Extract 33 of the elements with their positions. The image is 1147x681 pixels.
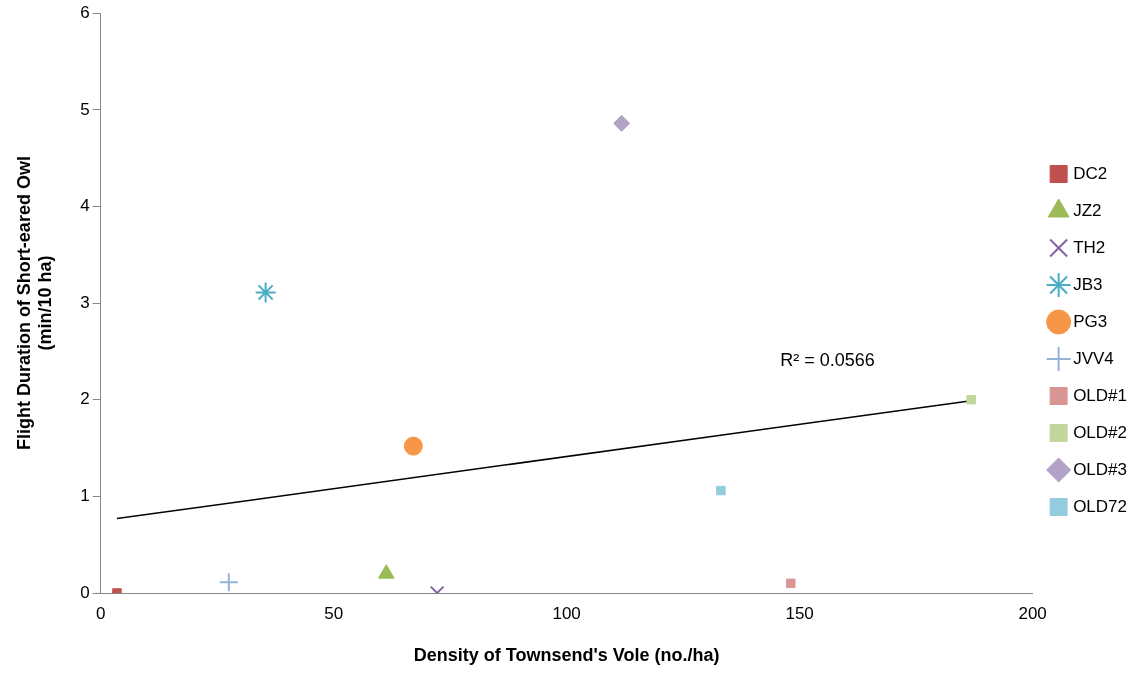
- x-tick-label: 200: [1018, 603, 1047, 623]
- legend-label: TH2: [1073, 237, 1106, 257]
- y-tick-label: 5: [80, 99, 90, 119]
- legend-label: OLD#3: [1073, 459, 1128, 479]
- point: [786, 578, 796, 589]
- y-tick-label: 6: [80, 2, 90, 22]
- x-tick-label: 100: [552, 603, 581, 623]
- legend-label: OLD72: [1073, 496, 1128, 516]
- point: [716, 485, 726, 496]
- point: [613, 114, 631, 132]
- point: [966, 394, 976, 405]
- point: [403, 436, 423, 456]
- x-axis-title: Density of Townsend's Vole (no./ha): [413, 645, 720, 666]
- y-tick-label: 3: [80, 292, 90, 312]
- point: [218, 572, 239, 593]
- point: [254, 281, 277, 304]
- legend-label: JVV4: [1073, 348, 1114, 368]
- legend-label: OLD#1: [1073, 385, 1128, 405]
- legend-label: OLD#2: [1073, 422, 1128, 442]
- x-tick-label: 50: [324, 603, 344, 623]
- legend-label: PG3: [1073, 311, 1108, 331]
- x-tick-label: 150: [785, 603, 814, 623]
- legend-label: DC2: [1073, 163, 1108, 183]
- annotation: R² = 0.0566: [780, 350, 875, 371]
- y-tick-label: 2: [80, 389, 90, 409]
- legend-label: JB3: [1073, 274, 1103, 294]
- y-tick-label: 0: [80, 582, 90, 602]
- y-axis-title: Flight Duration of Short-eared Owl (min/10 ha): [13, 156, 56, 451]
- y-tick-label: 1: [80, 486, 90, 506]
- x-tick-label: 0: [95, 603, 106, 623]
- point: [378, 564, 395, 579]
- y-tick-label: 4: [80, 196, 90, 216]
- legend-label: JZ2: [1073, 200, 1102, 220]
